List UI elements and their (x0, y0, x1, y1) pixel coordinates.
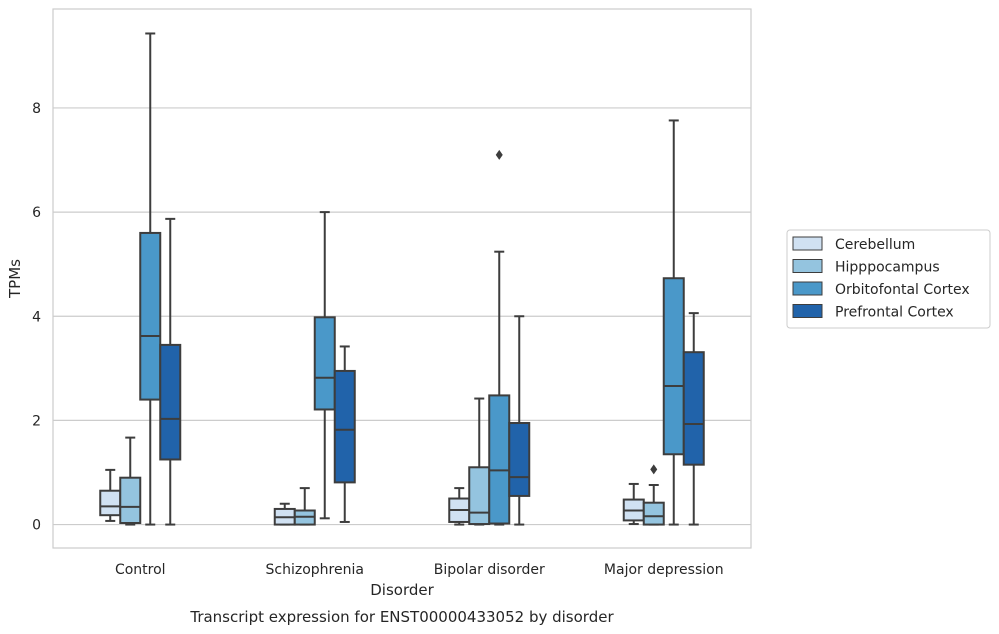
y-tick-label-2: 2 (32, 413, 41, 429)
legend-label: Cerebellum (835, 237, 915, 253)
legend-swatch (792, 304, 823, 318)
box-prefrontal-cortex-major-depression (682, 312, 705, 526)
x-axis-ticks: Control Schizophrenia Bipolar disorder Majo… (115, 562, 724, 578)
legend-item-orbitofontal-cortex: Orbitofontal Cortex (792, 281, 970, 298)
box-orbitofontal-cortex-schizophrenia (313, 211, 336, 520)
x-tick-label-schizophrenia: Schizophrenia (266, 562, 364, 578)
y-tick-label-0: 0 (32, 518, 41, 534)
y-tick-label-4: 4 (32, 309, 41, 325)
box-cerebellum-major-depression (622, 482, 645, 526)
box-iqr (468, 466, 491, 526)
y-axis-title: TPMs (6, 259, 24, 299)
box-iqr (139, 231, 162, 401)
legend-label: Hipppocampus (835, 260, 940, 276)
y-tick-label-8: 8 (32, 101, 41, 117)
box-prefrontal-cortex-schizophrenia (333, 345, 356, 523)
box-hipppocampus-bipolar-disorder (468, 397, 491, 526)
legend-item-cerebellum: Cerebellum (792, 236, 915, 253)
legend-item-hipppocampus: Hipppocampus (792, 259, 940, 276)
box-orbitofontal-cortex-major-depression (662, 119, 685, 526)
outlier-point (495, 149, 503, 160)
box-iqr (159, 343, 182, 461)
box-iqr (488, 394, 511, 525)
box-iqr (333, 369, 356, 484)
box-cerebellum-bipolar-disorder (448, 487, 471, 526)
y-tick-label-6: 6 (32, 205, 41, 221)
box-iqr (313, 316, 336, 411)
box-iqr (99, 489, 122, 517)
x-axis-title: Disorder (370, 581, 434, 599)
box-prefrontal-cortex-bipolar-disorder (508, 315, 531, 526)
box-iqr (682, 351, 705, 466)
box-orbitofontal-cortex-bipolar-disorder (488, 149, 511, 526)
legend: Cerebellum Hipppocampus Orbitofontal Corte… (786, 229, 991, 329)
box-hipppocampus-major-depression (642, 464, 665, 526)
plot-area-frame (52, 8, 752, 549)
legend-swatch (792, 236, 823, 251)
legend-label: Prefrontal Cortex (835, 305, 954, 321)
legend-swatch (792, 281, 823, 296)
y-axis-ticks: 0 2 4 6 8 (32, 101, 41, 534)
x-tick-label-control: Control (115, 562, 166, 578)
legend-swatch (792, 259, 823, 273)
x-tick-label-major-depression: Major depression (604, 562, 724, 578)
box-cerebellum-schizophrenia (273, 502, 296, 526)
box-hipppocampus-schizophrenia (293, 487, 316, 526)
box-iqr (508, 422, 531, 497)
chart-caption: Transcript expression for ENST0000043305… (189, 608, 614, 626)
box-iqr (119, 476, 142, 525)
x-tick-label-bipolar-disorder: Bipolar disorder (434, 562, 545, 578)
outlier-point (650, 464, 658, 475)
box-hipppocampus-control (119, 436, 142, 526)
legend-label: Orbitofontal Cortex (835, 282, 970, 298)
box-iqr (642, 501, 665, 526)
box-orbitofontal-cortex-control (139, 32, 162, 526)
legend-frame (786, 229, 991, 329)
box-series (99, 32, 705, 526)
box-prefrontal-cortex-control (159, 217, 182, 526)
box-cerebellum-control (99, 468, 122, 522)
legend-item-prefrontal-cortex: Prefrontal Cortex (792, 304, 954, 321)
box-iqr (662, 277, 685, 456)
